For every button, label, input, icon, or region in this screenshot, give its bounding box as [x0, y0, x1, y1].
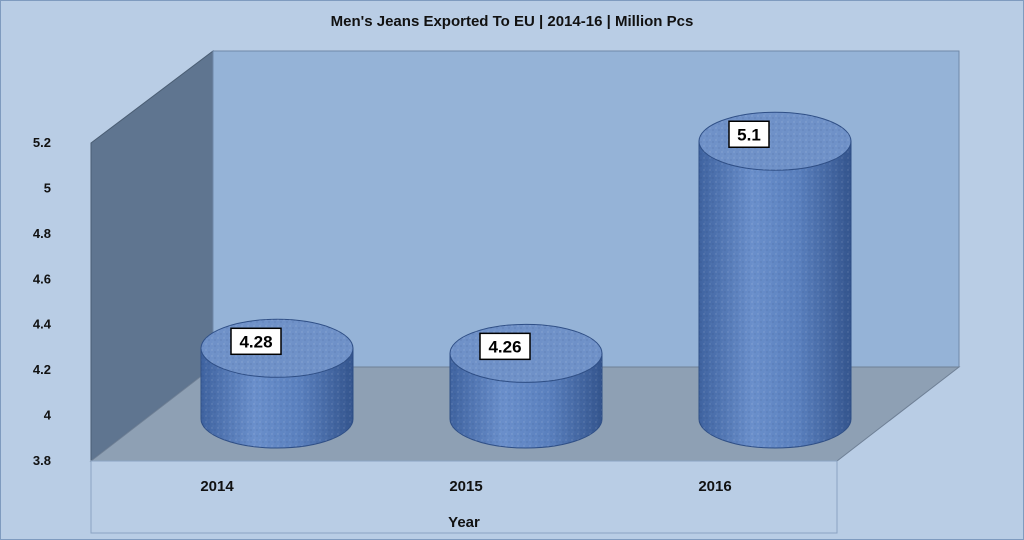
- y-tick-label: 4.2: [33, 362, 51, 377]
- bar-texture: [699, 141, 851, 448]
- chart-title: Men's Jeans Exported To EU | 2014-16 | M…: [331, 13, 694, 30]
- y-tick-label: 4: [44, 408, 52, 423]
- y-tick-label: 3.8: [33, 453, 51, 468]
- y-tick-label: 5: [44, 180, 51, 195]
- data-label-box: [728, 120, 770, 148]
- x-axis-title: Year: [448, 514, 480, 531]
- bars: 4.28 4.26 5.1: [200, 111, 852, 449]
- data-label: 4.26: [479, 332, 531, 361]
- data-label-text: 5.1: [737, 125, 761, 144]
- data-label-box: [230, 327, 282, 356]
- y-tick-label: 4.6: [33, 271, 51, 286]
- y-tick-label: 4.8: [33, 226, 51, 241]
- bar-2016: 5.1: [698, 111, 852, 449]
- data-label: 5.1: [728, 120, 770, 148]
- y-tick-label: 4.4: [33, 317, 52, 332]
- data-label-text: 4.28: [239, 332, 272, 351]
- x-tick-label: 2014: [200, 478, 234, 495]
- y-tick-label: 5.2: [33, 135, 51, 150]
- y-axis-ticks: 3.8 4 4.2 4.4 4.6 4.8 5 5.2: [33, 135, 52, 468]
- category-axis-face: [90, 460, 838, 534]
- x-tick-label: 2016: [698, 478, 731, 495]
- data-label-text: 4.26: [488, 337, 521, 356]
- bar-2015: 4.26: [449, 323, 603, 449]
- x-tick-label: 2015: [449, 478, 482, 495]
- data-label-box: [479, 332, 531, 361]
- data-label: 4.28: [230, 327, 282, 356]
- x-axis-labels: 2014 2015 2016: [200, 478, 731, 495]
- bar-top-texture: [699, 112, 851, 171]
- bar-2014: 4.28: [200, 318, 354, 449]
